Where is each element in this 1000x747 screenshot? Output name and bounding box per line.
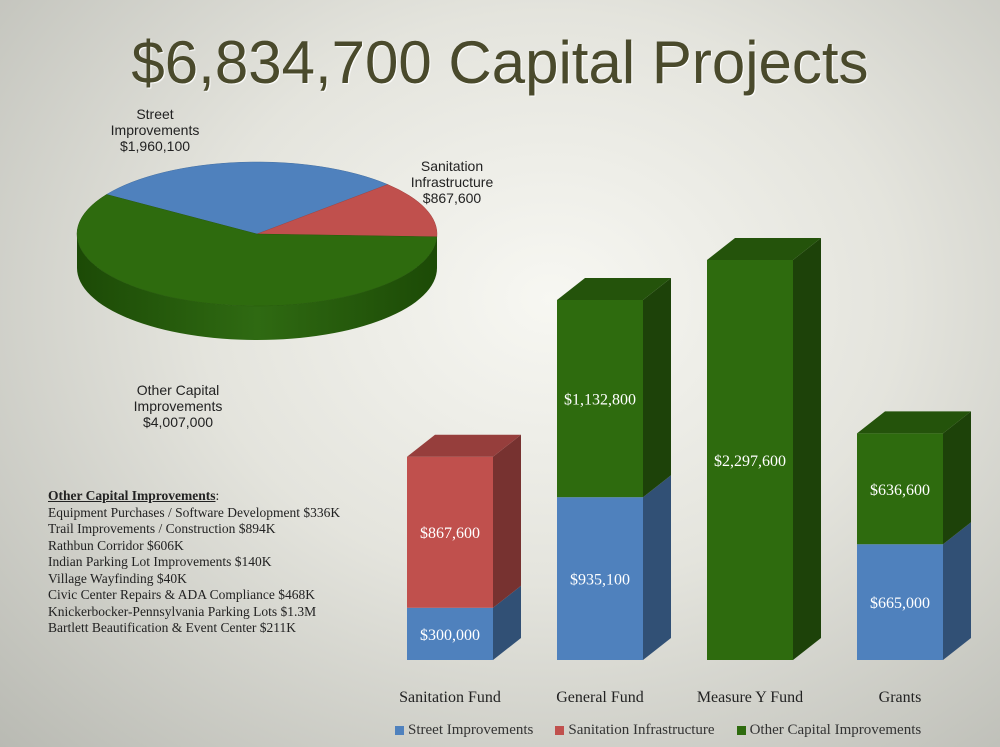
bar-street-1	[557, 475, 671, 660]
legend-swatch-sanitation	[555, 726, 565, 735]
legend-swatch-street	[395, 726, 404, 735]
bar-other-1-top	[557, 277, 671, 300]
bar-other-2-side	[793, 238, 821, 660]
notes-item: Rathbun Corridor $606K	[48, 537, 184, 553]
bar-other-3-top	[857, 411, 971, 434]
bar-sanitation-0	[407, 434, 521, 608]
category-label-2: Measure Y Fund	[697, 689, 803, 706]
notes-item: Village Wayfinding $40K	[48, 570, 187, 586]
notes-item: Bartlett Beautification & Event Center $…	[48, 620, 297, 635]
legend: Street Improvements Sanitation Infrastru…	[395, 722, 921, 739]
bar-other-1-front	[557, 299, 643, 498]
bar-other-2-top	[707, 238, 821, 260]
legend-item-other: Other Capital Improvements	[736, 722, 921, 739]
bar-street-label-0: $300,000	[420, 627, 480, 644]
bar-street-0-side	[493, 585, 521, 660]
legend-swatch-other	[736, 726, 746, 735]
bar-sanitation-0-front	[407, 456, 493, 608]
bar-other-label-2: $2,297,600	[714, 453, 786, 470]
bar-other-2-front	[707, 260, 793, 660]
bar-sanitation-label-0: $867,600	[420, 525, 480, 542]
bar-other-3-front	[857, 433, 943, 545]
bar-street-0-front	[407, 607, 493, 660]
bar-other-label-3: $636,600	[870, 482, 930, 499]
pie-side	[77, 234, 437, 340]
bar-street-3-side	[943, 522, 971, 660]
category-label-0: Sanitation Fund	[399, 689, 501, 706]
pie-label-other: Other Capital Improvements $4,007,000	[133, 382, 223, 430]
notes-item: Civic Center Repairs & ADA Compliance $4…	[48, 587, 315, 602]
bar-street-0	[407, 585, 521, 660]
page-title: $6,834,700 Capital Projects	[131, 29, 869, 96]
pie-label-sanitation: Sanitation Infrastructure $867,600	[410, 158, 494, 206]
bar-street-3	[857, 522, 971, 660]
other-improvements-notes: Other Capital Improvements: Equipment Pu…	[48, 488, 368, 637]
pie-slice-sanitation	[256, 184, 438, 238]
bar-other-1	[557, 277, 671, 498]
bar-other-1-side	[643, 277, 671, 498]
bar-other-label-1: $1,132,800	[564, 392, 636, 409]
bar-other-3	[857, 411, 971, 545]
notes-item: Equipment Purchases / Software Developme…	[48, 504, 341, 520]
pie-label-street: Street Improvements $1,960,100	[110, 106, 200, 154]
bar-street-1-side	[643, 475, 671, 660]
notes-item: Trail Improvements / Construction $894K	[48, 521, 276, 536]
bar-sanitation-0-side	[493, 434, 521, 608]
legend-item-street: Street Improvements	[395, 722, 533, 739]
pie-slice-other	[76, 194, 438, 307]
category-label-1: General Fund	[556, 689, 644, 706]
notes-item: Indian Parking Lot Improvements $140K	[48, 554, 272, 569]
bar-sanitation-0-top	[407, 434, 521, 457]
bar-other-3-side	[943, 411, 971, 545]
bar-street-3-front	[857, 544, 943, 660]
notes-item: Knickerbocker-Pennsylvania Parking Lots …	[48, 603, 317, 619]
pie-slice-street	[105, 161, 389, 235]
legend-item-sanitation: Sanitation Infrastructure	[555, 722, 715, 739]
bar-other-2	[707, 238, 821, 660]
category-label-3: Grants	[879, 689, 922, 706]
bar-street-label-1: $935,100	[570, 572, 630, 589]
bar-street-label-3: $665,000	[870, 595, 930, 612]
notes-heading: Other Capital Improvements	[48, 488, 216, 503]
bar-street-1-front	[557, 497, 643, 660]
